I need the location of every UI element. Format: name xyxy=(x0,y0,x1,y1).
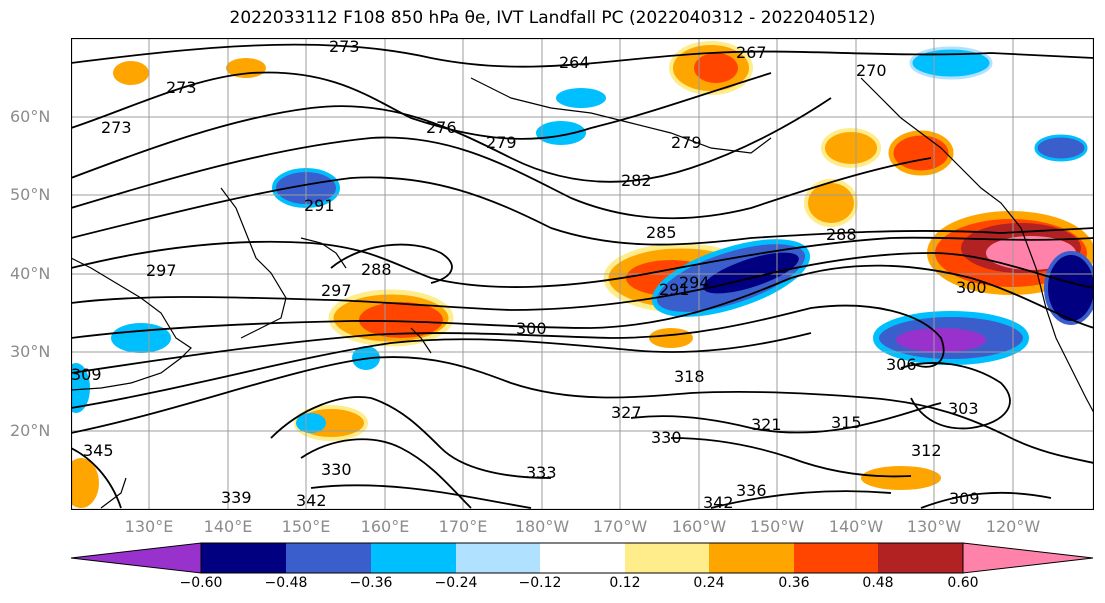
negative-anomaly xyxy=(556,88,606,108)
lat-label: 50°N xyxy=(10,185,51,204)
figure-title: 2022033112 F108 850 hPa θe, IVT Landfall… xyxy=(229,8,876,28)
lon-label: 180°W xyxy=(514,517,570,536)
contour-label: 330 xyxy=(651,428,682,447)
colorbar-bin xyxy=(878,543,963,573)
contour-label: 345 xyxy=(83,441,114,460)
contour-labels: 273 267 270 264 273 273 276 279 279 282 … xyxy=(71,38,987,510)
contour-label: 300 xyxy=(516,319,547,338)
colorbar-tick: 0.24 xyxy=(693,575,725,591)
lat-label: 30°N xyxy=(10,342,51,361)
map-panel: 273 267 270 264 273 273 276 279 279 282 … xyxy=(71,38,1094,510)
coastlines xyxy=(71,77,1094,509)
contour-label: 285 xyxy=(646,223,677,242)
contour-label: 336 xyxy=(736,481,767,500)
contour-label: 309 xyxy=(71,365,102,384)
contour-label: 264 xyxy=(559,53,590,72)
contour-label: 267 xyxy=(736,43,767,62)
colorbar-bin xyxy=(286,543,371,573)
colorbar-tick: 0.36 xyxy=(778,575,810,591)
contour-label: 291 xyxy=(659,280,690,299)
colorbar xyxy=(70,542,1094,574)
lon-label: 120°W xyxy=(985,517,1041,536)
negative-anomaly xyxy=(296,413,326,433)
positive-anomaly xyxy=(649,328,693,348)
colorbar-bin xyxy=(371,543,456,573)
contour-label: 303 xyxy=(948,399,979,418)
contour-label: 321 xyxy=(751,415,782,434)
lat-label: 40°N xyxy=(10,264,51,283)
contour-label: 339 xyxy=(221,488,252,507)
contour-label: 279 xyxy=(486,133,517,152)
contour-label: 327 xyxy=(611,403,642,422)
colorbar-tick: −0.36 xyxy=(349,575,393,591)
contour-label: 333 xyxy=(526,463,557,482)
colorbar-bin xyxy=(709,543,794,573)
positive-anomaly xyxy=(71,458,99,508)
contour-label: 294 xyxy=(679,273,710,292)
contour-label: 297 xyxy=(321,281,352,300)
positive-anomaly xyxy=(861,466,941,490)
contour-label: 273 xyxy=(101,118,132,137)
lat-label: 60°N xyxy=(10,107,51,126)
contour-label: 312 xyxy=(911,441,942,460)
contour-label: 330 xyxy=(321,460,352,479)
colorbar-tick: −0.48 xyxy=(264,575,308,591)
lon-label: 150°E xyxy=(281,517,331,536)
negative-anomaly xyxy=(1034,134,1088,162)
colorbar-tick: 0.60 xyxy=(947,575,979,591)
colorbar-bin xyxy=(794,543,878,573)
positive-anomaly xyxy=(821,128,881,168)
contour-label: 318 xyxy=(674,367,705,386)
colorbar-tick: 0.48 xyxy=(862,575,894,591)
colorbar-bin xyxy=(625,543,709,573)
negative-anomaly xyxy=(71,363,90,413)
lon-label: 160°W xyxy=(671,517,727,536)
colorbar-tick: 0.12 xyxy=(609,575,641,591)
contour-label: 342 xyxy=(703,493,734,510)
negative-anomaly xyxy=(536,121,586,145)
lon-label: 160°E xyxy=(360,517,410,536)
contour-label: 273 xyxy=(329,38,360,56)
colorbar-tick: −0.60 xyxy=(179,575,223,591)
contour-label: 342 xyxy=(296,491,327,510)
lon-label: 170°E xyxy=(438,517,488,536)
lon-label: 140°E xyxy=(203,517,253,536)
colorbar-bin xyxy=(540,543,625,573)
colorbar-tick: −0.12 xyxy=(518,575,562,591)
lon-label: 130°W xyxy=(906,517,962,536)
contour-label: 291 xyxy=(304,196,335,215)
contour-label: 282 xyxy=(621,171,652,190)
colorbar-extend-high xyxy=(962,542,1094,574)
lon-label: 150°W xyxy=(749,517,805,536)
lat-label: 20°N xyxy=(10,421,51,440)
contour-label: 309 xyxy=(949,489,980,508)
positive-anomaly xyxy=(359,302,443,338)
contour-label: 279 xyxy=(671,133,702,152)
lon-label: 140°W xyxy=(828,517,884,536)
theta-e-contours xyxy=(71,43,1094,509)
negative-anomaly xyxy=(1044,251,1094,325)
contour-label: 276 xyxy=(426,118,457,137)
contour-label: 297 xyxy=(146,261,177,280)
contour-label: 300 xyxy=(956,278,987,297)
contour-label: 273 xyxy=(166,78,197,97)
lon-label: 170°W xyxy=(592,517,648,536)
gridlines xyxy=(71,38,1094,510)
colorbar-extend-low xyxy=(70,542,202,574)
colorbar-bin xyxy=(456,543,540,573)
contour-label: 288 xyxy=(826,225,857,244)
positive-anomaly xyxy=(113,61,149,85)
positive-anomaly xyxy=(888,130,954,176)
contour-label: 288 xyxy=(361,260,392,279)
contour-label: 306 xyxy=(886,355,917,374)
colorbar-tick: −0.24 xyxy=(434,575,478,591)
negative-anomaly xyxy=(909,46,993,80)
positive-anomaly xyxy=(694,53,738,83)
lon-label: 130°E xyxy=(124,517,174,536)
negative-anomaly xyxy=(111,323,171,353)
colorbar-bin xyxy=(201,543,286,573)
contour-label: 315 xyxy=(831,413,862,432)
contour-label: 270 xyxy=(856,61,887,80)
